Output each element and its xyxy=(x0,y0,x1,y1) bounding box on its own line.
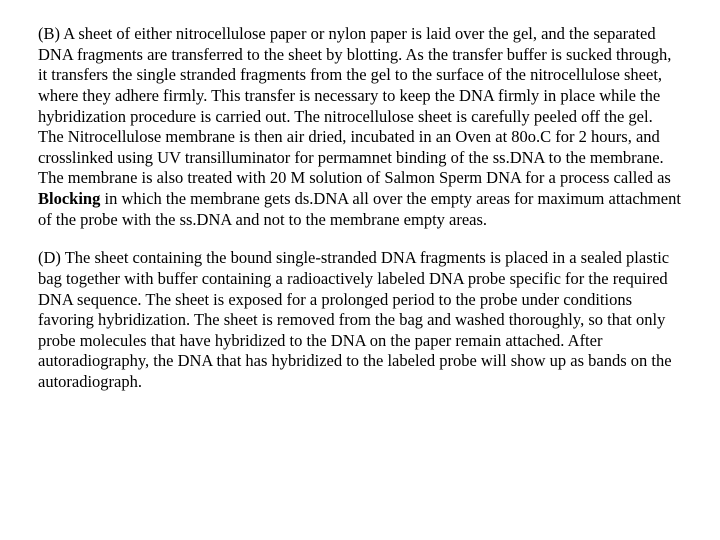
paragraph-b: (B) A sheet of either nitrocellulose pap… xyxy=(38,24,682,230)
para-b-suffix: in which the membrane gets ds.DNA all ov… xyxy=(38,189,681,229)
para-b-prefix: (B) A sheet of either nitrocellulose pap… xyxy=(38,24,671,187)
paragraph-d: (D) The sheet containing the bound singl… xyxy=(38,248,682,392)
document-page: (B) A sheet of either nitrocellulose pap… xyxy=(0,0,720,393)
para-d-prefix: (D) The sheet containing the bound singl… xyxy=(38,248,672,391)
para-b-bold: Blocking xyxy=(38,189,100,208)
